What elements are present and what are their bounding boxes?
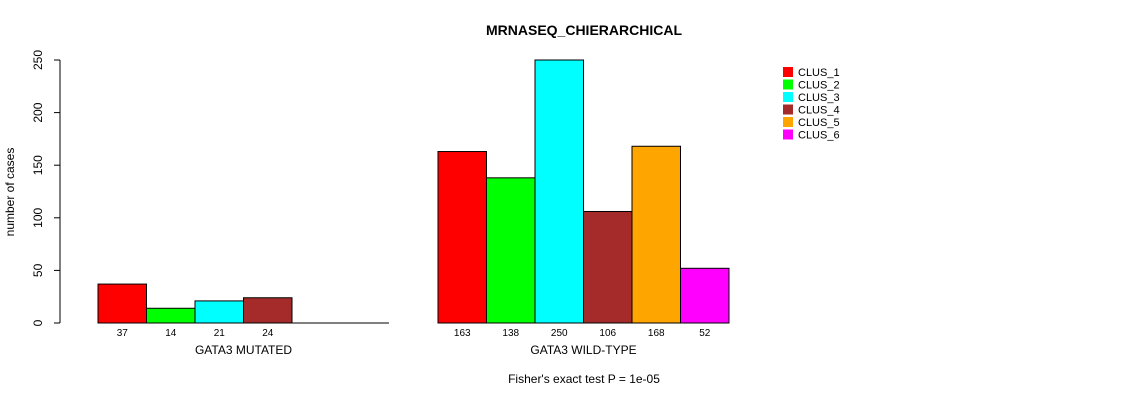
chart-title: MRNASEQ_CHIERARCHICAL [486,22,682,38]
y-tick-label: 50 [31,263,45,277]
y-tick-label: 0 [31,319,45,326]
bar [97,283,147,324]
bar-value-label: 24 [262,328,274,339]
bar-value-label: 14 [165,328,177,339]
y-tick-label: 200 [31,102,45,122]
legend-label: CLUS_1 [798,67,840,79]
bar [486,177,536,324]
bar [194,300,244,324]
bar [680,267,730,324]
y-axis: 0 50 100 150 200 250 [31,50,61,326]
legend-swatch [783,117,793,127]
bar-value-label: 163 [454,328,471,339]
legend-swatch [783,67,793,77]
bar [146,307,196,324]
legend-swatch [783,92,793,102]
bar-value-label: 21 [214,328,226,339]
bar [534,59,584,324]
legend-swatch [783,79,793,90]
group-label: GATA3 WILD-TYPE [530,343,636,357]
group-label: GATA3 MUTATED [195,343,292,357]
y-tick-label: 150 [31,155,45,175]
legend-label: CLUS_5 [798,117,840,129]
bar [243,297,293,324]
legend-label: CLUS_6 [798,130,840,142]
legend-swatch [783,104,793,115]
y-axis-label: number of cases [3,148,17,237]
y-tick-label: 100 [31,207,45,227]
bar-value-label: 138 [502,328,519,339]
legend-label: CLUS_3 [798,92,840,104]
bar-value-label: 52 [699,328,711,339]
bar [437,151,487,324]
bar-value-label: 37 [117,328,129,339]
y-tick-label: 250 [31,50,45,70]
bar-value-label: 168 [648,328,665,339]
bar [631,145,681,324]
legend-label: CLUS_2 [798,80,840,92]
bars: 37 14 21 24 GATA3 MUTATED 163 138 250 106 168 52 GA… [97,59,730,357]
footnote: Fisher's exact test P = 1e-05 [508,372,660,386]
legend-label: CLUS_4 [798,105,840,117]
bar-value-label: 106 [599,328,616,339]
bar [583,210,633,324]
legend-swatch [783,129,793,140]
bar-value-label: 250 [551,328,568,339]
